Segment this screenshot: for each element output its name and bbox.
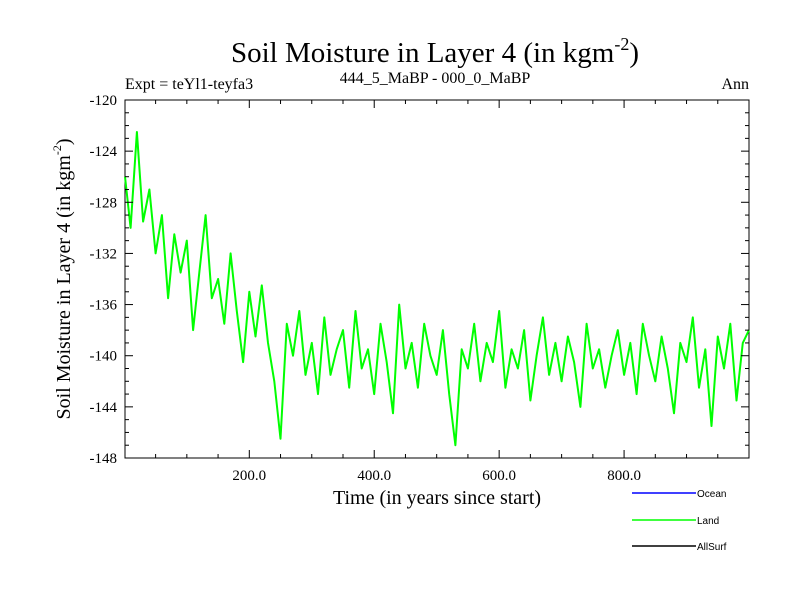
x-tick-label: 800.0	[607, 468, 641, 484]
y-tick-label: -140	[90, 349, 118, 365]
chart-title-close: )	[629, 37, 639, 69]
legend-label-land: Land	[697, 516, 719, 527]
x-tick-label: 600.0	[482, 468, 516, 484]
y-tick-label: -136	[90, 298, 118, 314]
legend-label-allsurf: AllSurf	[697, 542, 727, 553]
y-axis-label-superscript: -2	[50, 145, 64, 155]
series-line-land	[124, 131, 750, 447]
legend-label-ocean: Ocean	[697, 489, 726, 500]
x-axis-label: Time (in years since start)	[333, 487, 541, 509]
expt-label: Expt = teYl1-teyfa3	[125, 76, 253, 93]
x-axis-ticks: 200.0 400.0 600.0 800.0	[155, 100, 719, 484]
x-tick-label: 200.0	[232, 468, 266, 484]
y-tick-label: -132	[90, 246, 118, 262]
x-tick-label: 400.0	[357, 468, 391, 484]
chart-title: Soil Moisture in Layer 4 (in kgm-2)	[231, 34, 639, 69]
chart-subtitle: 444_5_MaBP - 000_0_MaBP	[340, 70, 531, 87]
y-axis-label: Soil Moisture in Layer 4 (in kgm-2)	[50, 138, 75, 419]
y-tick-label: -148	[90, 451, 118, 467]
chart-title-superscript: -2	[614, 34, 629, 54]
y-axis-label-close: )	[53, 138, 75, 145]
y-axis-ticks: -120 -124 -128 -132 -136 -140 -144 -148	[90, 93, 749, 467]
y-tick-label: -120	[90, 93, 118, 109]
season-label: Ann	[721, 76, 749, 93]
y-axis-label-main: Soil Moisture in Layer 4 (in kgm	[53, 155, 75, 420]
y-tick-label: -144	[90, 400, 118, 416]
chart-title-main: Soil Moisture in Layer 4 (in kgm	[231, 37, 615, 69]
y-tick-label: -128	[90, 195, 118, 211]
y-tick-label: -124	[90, 144, 118, 160]
legend: Ocean Land AllSurf	[632, 489, 727, 553]
